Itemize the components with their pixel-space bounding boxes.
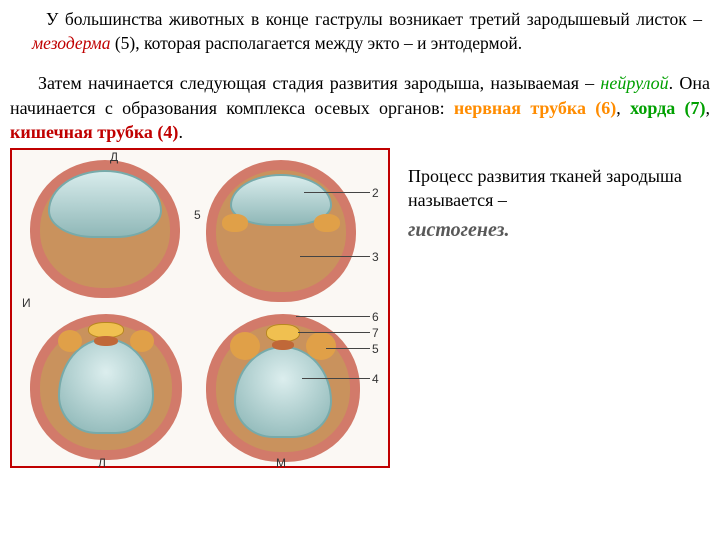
lead-4 <box>302 378 370 379</box>
label-3: 3 <box>372 250 379 264</box>
lead-2 <box>304 192 370 193</box>
paragraph-1: У большинства животных в конце гаструлы … <box>0 0 720 55</box>
lead-7 <box>298 332 370 333</box>
embryo-diagram: Д И 2 3 5 Л М 6 <box>10 148 390 468</box>
p1-post: (5), которая располагается между экто – … <box>110 33 522 53</box>
label-2: 2 <box>372 186 379 200</box>
embryo-i <box>206 160 356 302</box>
p2-end: . <box>178 122 183 142</box>
label-i: И <box>22 296 31 310</box>
label-d: Д <box>110 150 118 164</box>
histogenez-intro: Процесс развития тканей зародыша называе… <box>408 164 702 213</box>
embryo-m-mes-l <box>230 332 260 360</box>
p2-s1a: Затем начинается следующая стадия развит… <box>38 73 600 93</box>
p2-sep2: , <box>706 98 711 118</box>
embryo-l-cavity <box>58 338 154 434</box>
term-chorda: хорда (7) <box>630 98 705 118</box>
paragraph-2: Затем начинается следующая стадия развит… <box>0 55 720 144</box>
label-l: Л <box>98 456 106 470</box>
term-neurula: нейрулой <box>600 73 668 93</box>
embryo-m-mes-r <box>306 332 336 360</box>
content-row: Д И 2 3 5 Л М 6 <box>0 148 720 468</box>
embryo-l-mes-l <box>58 330 82 352</box>
label-7: 7 <box>372 326 379 340</box>
label-4: 4 <box>372 372 379 386</box>
embryo-l-chorda <box>94 336 118 346</box>
embryo-l-mes-r <box>130 330 154 352</box>
term-mesoderm: мезодерма <box>32 33 110 53</box>
lead-6 <box>296 316 370 317</box>
embryo-i-mesoderm-r <box>314 214 340 232</box>
label-5-bot: 5 <box>372 342 379 356</box>
embryo-m <box>206 314 360 462</box>
p2-sep1: , <box>616 98 630 118</box>
embryo-m-chorda <box>272 340 294 350</box>
embryo-m-cavity <box>234 346 332 438</box>
label-5-top: 5 <box>194 208 201 222</box>
term-histogenez: гистогенез. <box>408 217 702 244</box>
label-6: 6 <box>372 310 379 324</box>
embryo-l <box>30 314 182 460</box>
term-gut-tube: кишечная трубка (4) <box>10 122 178 142</box>
label-m: М <box>276 456 286 470</box>
lead-5 <box>326 348 370 349</box>
term-nerve-tube: нервная трубка (6) <box>454 98 616 118</box>
p1-pre: У большинства животных в конце гаструлы … <box>46 9 702 29</box>
embryo-d-cavity <box>48 170 162 238</box>
embryo-d <box>30 160 180 298</box>
right-column: Процесс развития тканей зародыша называе… <box>390 148 710 468</box>
lead-3 <box>300 256 370 257</box>
embryo-i-mesoderm-l <box>222 214 248 232</box>
